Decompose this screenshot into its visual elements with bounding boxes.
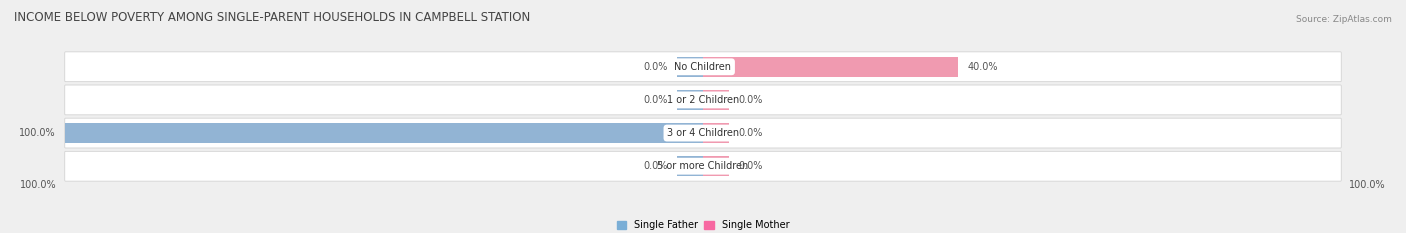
- Bar: [678, 57, 703, 77]
- Text: 0.0%: 0.0%: [644, 95, 668, 105]
- Text: 100.0%: 100.0%: [18, 128, 55, 138]
- FancyBboxPatch shape: [65, 118, 1341, 148]
- Bar: [703, 90, 728, 110]
- Text: No Children: No Children: [675, 62, 731, 72]
- Text: 100.0%: 100.0%: [1348, 180, 1385, 190]
- FancyBboxPatch shape: [65, 52, 1341, 82]
- FancyBboxPatch shape: [65, 85, 1341, 115]
- Bar: [703, 123, 728, 143]
- Bar: [678, 156, 703, 176]
- Bar: [703, 156, 728, 176]
- Legend: Single Father, Single Mother: Single Father, Single Mother: [613, 216, 793, 233]
- Text: Source: ZipAtlas.com: Source: ZipAtlas.com: [1296, 15, 1392, 24]
- Text: 1 or 2 Children: 1 or 2 Children: [666, 95, 740, 105]
- Text: 0.0%: 0.0%: [644, 161, 668, 171]
- Bar: [65, 123, 703, 143]
- Text: INCOME BELOW POVERTY AMONG SINGLE-PARENT HOUSEHOLDS IN CAMPBELL STATION: INCOME BELOW POVERTY AMONG SINGLE-PARENT…: [14, 11, 530, 24]
- Text: 3 or 4 Children: 3 or 4 Children: [666, 128, 740, 138]
- Bar: [678, 90, 703, 110]
- Text: 5 or more Children: 5 or more Children: [658, 161, 748, 171]
- Text: 0.0%: 0.0%: [644, 62, 668, 72]
- Text: 0.0%: 0.0%: [738, 128, 762, 138]
- Text: 40.0%: 40.0%: [967, 62, 998, 72]
- FancyBboxPatch shape: [65, 151, 1341, 181]
- Text: 0.0%: 0.0%: [738, 161, 762, 171]
- Text: 100.0%: 100.0%: [21, 180, 58, 190]
- Text: 0.0%: 0.0%: [738, 95, 762, 105]
- Bar: [703, 57, 957, 77]
